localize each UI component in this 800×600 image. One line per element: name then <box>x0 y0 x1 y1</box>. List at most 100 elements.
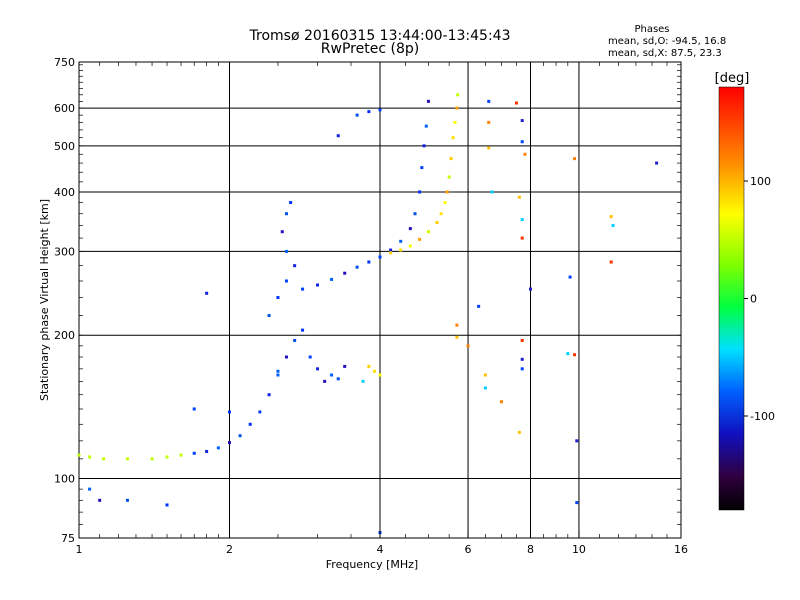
data-point <box>455 106 459 110</box>
data-point <box>566 352 570 356</box>
x-tick-label: 4 <box>377 543 384 556</box>
data-point <box>439 212 443 216</box>
data-point <box>529 287 532 291</box>
data-point <box>165 455 169 459</box>
data-point <box>293 338 297 342</box>
data-point <box>205 291 209 295</box>
data-point <box>267 393 271 397</box>
data-point <box>361 379 365 383</box>
data-point <box>520 140 524 144</box>
data-point <box>422 144 426 148</box>
data-point <box>466 344 470 348</box>
data-point <box>343 271 347 275</box>
data-point <box>228 441 231 445</box>
data-point <box>316 283 320 287</box>
data-point <box>424 124 428 128</box>
data-point <box>483 386 487 390</box>
data-point <box>420 166 424 170</box>
data-point <box>520 236 524 240</box>
stats-o-line: mean, sd,O: -94.5, 16.8 <box>608 36 726 47</box>
data-point <box>573 353 577 357</box>
data-point <box>280 230 284 234</box>
x-axis-label: Frequency [MHz] <box>326 558 418 571</box>
data-point <box>336 134 340 138</box>
data-point <box>258 410 262 414</box>
data-point <box>520 218 524 222</box>
x-tick-label: 6 <box>465 543 472 556</box>
data-point <box>451 136 455 140</box>
x-tick-label: 2 <box>226 543 233 556</box>
data-point <box>367 260 371 264</box>
data-point <box>336 377 340 381</box>
data-points <box>77 93 659 535</box>
data-point <box>523 152 527 156</box>
y-tick-label: 75 <box>61 532 75 545</box>
data-point <box>301 328 305 332</box>
data-point <box>102 457 106 461</box>
colorbar-tick-label: 0 <box>750 293 757 306</box>
colorbar-tick-label: 100 <box>750 175 771 188</box>
data-point <box>520 338 524 342</box>
colorbar-tick-label: -100 <box>750 410 775 423</box>
y-axis-ticks: 75 100 200 300 400 500 600 750 <box>54 56 681 545</box>
stats-title: Phases <box>634 24 669 35</box>
data-point <box>205 449 209 453</box>
data-point <box>575 501 579 505</box>
data-point <box>284 249 288 253</box>
data-point <box>308 355 312 359</box>
y-axis-label: Stationary phase Virtual Height [km] <box>38 199 51 401</box>
data-point <box>399 248 403 252</box>
data-point <box>316 367 320 371</box>
y-tick-label: 500 <box>54 140 75 153</box>
data-point <box>238 434 242 438</box>
data-point <box>520 367 524 371</box>
data-point <box>477 304 481 308</box>
data-point <box>399 239 403 243</box>
data-point <box>426 230 430 234</box>
data-point <box>418 237 422 241</box>
y-tick-label: 200 <box>54 329 75 342</box>
y-tick-label: 400 <box>54 186 75 199</box>
data-point <box>418 190 422 194</box>
data-point <box>611 224 615 228</box>
data-point <box>330 373 334 377</box>
stats-x-line: mean, sd,X: 87.5, 23.3 <box>608 48 722 59</box>
data-point <box>490 190 494 194</box>
data-point <box>520 119 524 123</box>
chart-subtitle: RwPretec (8p) <box>321 41 419 57</box>
data-point <box>276 369 280 373</box>
data-point <box>378 255 382 259</box>
x-tick-label: 1 <box>76 543 83 556</box>
y-tick-label: 100 <box>54 473 75 486</box>
data-point <box>301 287 305 291</box>
data-point <box>284 279 288 283</box>
data-point <box>443 201 447 205</box>
data-point <box>568 275 572 279</box>
data-point <box>88 487 92 491</box>
data-point <box>447 175 451 179</box>
data-point <box>267 314 271 318</box>
data-point <box>456 93 460 97</box>
data-point <box>192 407 196 411</box>
data-point <box>367 110 371 114</box>
data-point <box>455 323 459 327</box>
data-point <box>323 379 327 383</box>
data-point <box>389 248 393 252</box>
data-point <box>517 195 521 199</box>
data-point <box>378 108 382 112</box>
data-point <box>367 364 371 368</box>
data-point <box>284 355 288 359</box>
x-tick-label: 16 <box>674 543 688 556</box>
colorbar-ticks: 100 0 -100 <box>744 175 775 423</box>
data-point <box>487 99 491 103</box>
data-point <box>289 201 293 205</box>
data-point <box>426 99 430 103</box>
data-point <box>487 120 491 124</box>
data-point <box>517 430 521 434</box>
x-axis-ticks: 1 2 4 6 8 10 16 <box>76 62 688 556</box>
data-point <box>609 215 613 219</box>
data-point <box>378 373 382 377</box>
data-point <box>98 498 102 502</box>
colorbar <box>718 86 745 511</box>
